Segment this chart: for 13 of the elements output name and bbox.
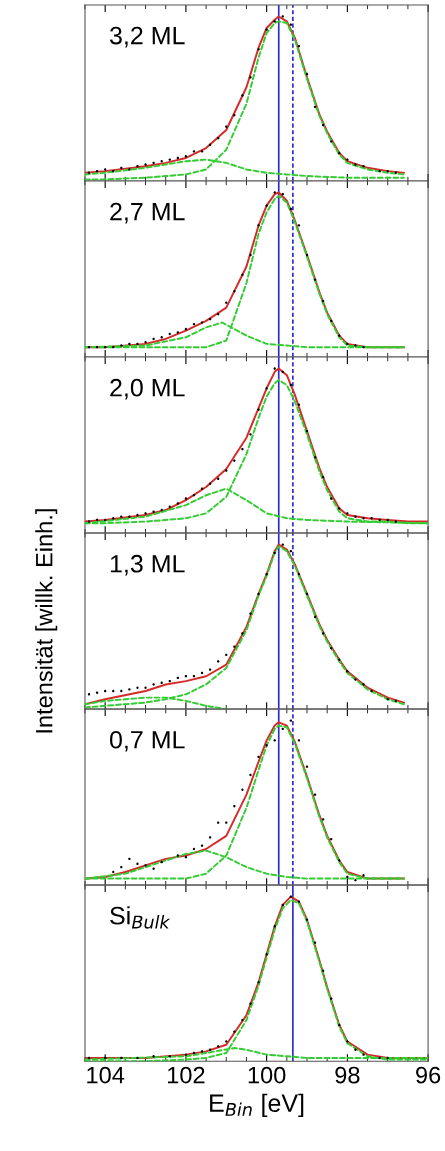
chart-title: 2,7 ML [110,202,185,224]
y-axis-title: Intensität [willk. Einh.] [35,509,58,733]
x-tick-label: 96 [416,1066,441,1084]
chart-title: 1,3 ML [110,554,185,576]
x-tick-label: 100 [248,1066,286,1084]
x-axis-title: E$_{Bin}$ [eV] [210,1093,304,1117]
x-tick-label: 104 [87,1066,125,1084]
chart-title: 0,7 ML [109,730,185,752]
chart-title: 3,2 ML [109,26,185,48]
x-tick-label: 102 [168,1066,205,1084]
chart-title: 2,0 ML [110,378,185,400]
chart-title: Si$_{Bulk}$ [110,906,171,929]
x-tick-label: 98 [335,1066,360,1084]
